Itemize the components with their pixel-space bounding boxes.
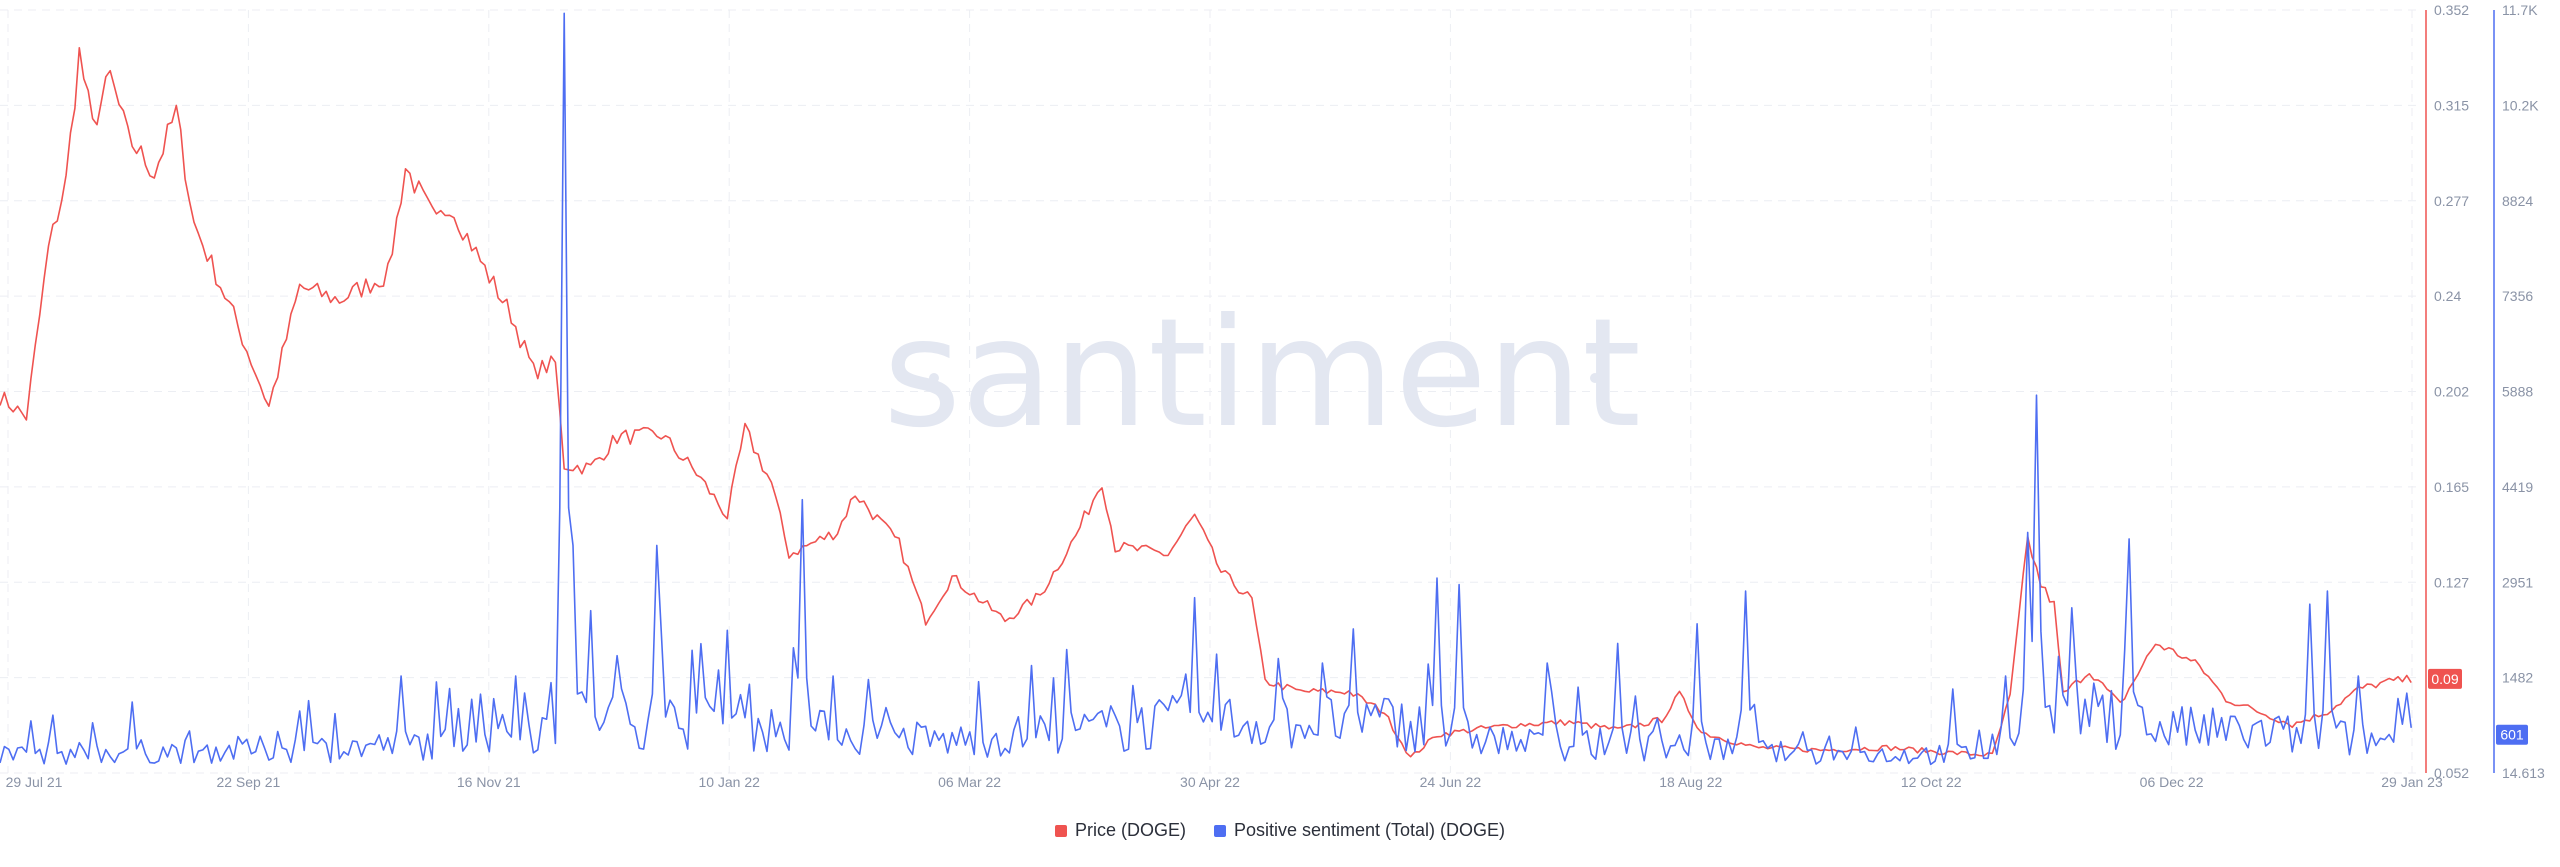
price-current-label: 0.09 [2431, 671, 2458, 687]
y-tick-label-sentiment: 14.613 [2502, 765, 2545, 781]
y-tick-label-sentiment: 2951 [2502, 574, 2533, 590]
x-tick-label: 22 Sep 21 [216, 774, 280, 790]
price-series-line [0, 46, 2412, 758]
x-tick-label: 06 Mar 22 [938, 774, 1001, 790]
x-tick-label: 29 Jan 23 [2381, 774, 2443, 790]
x-tick-label: 24 Jun 22 [1420, 774, 1482, 790]
legend-label-price: Price (DOGE) [1074, 820, 1186, 840]
x-tick-label: 12 Oct 22 [1901, 774, 1962, 790]
y-tick-label-sentiment: 1482 [2502, 670, 2533, 686]
y-tick-label-sentiment: 5888 [2502, 384, 2533, 400]
watermark-dot [929, 373, 939, 383]
legend-item-price[interactable]: Price (DOGE) [1054, 820, 1186, 841]
watermark-text: santiment [883, 287, 1641, 461]
y-tick-label-sentiment: 10.2K [2502, 97, 2539, 113]
x-tick-label: 30 Apr 22 [1180, 774, 1240, 790]
x-tick-label: 06 Dec 22 [2140, 774, 2204, 790]
x-tick-label: 29 Jul 21 [6, 774, 63, 790]
sentiment-current-badge [2496, 724, 2528, 745]
x-tick-label: 16 Nov 21 [457, 774, 521, 790]
y-tick-label-price: 0.352 [2434, 2, 2469, 18]
sentiment-current-label: 601 [2500, 727, 2524, 743]
y-tick-label-price: 0.202 [2434, 384, 2469, 400]
y-tick-label-price: 0.277 [2434, 193, 2469, 209]
chart-legend: Price (DOGE) Positive sentiment (Total) … [0, 820, 2560, 841]
y-tick-label-sentiment: 11.7K [2502, 2, 2538, 18]
x-tick-label: 10 Jan 22 [698, 774, 760, 790]
legend-label-sentiment: Positive sentiment (Total) (DOGE) [1233, 820, 1506, 840]
price-current-badge [2428, 668, 2462, 689]
y-tick-label-price: 0.165 [2434, 479, 2469, 495]
x-tick-label: 18 Aug 22 [1659, 774, 1722, 790]
y-tick-label-sentiment: 8824 [2502, 193, 2533, 209]
y-tick-label-price: 0.127 [2434, 574, 2469, 590]
legend-swatch-sentiment [1213, 824, 1226, 837]
y-tick-label-sentiment: 4419 [2502, 479, 2533, 495]
y-tick-label-sentiment: 7356 [2502, 288, 2533, 304]
watermark-dot [1590, 373, 1600, 383]
y-tick-label-price: 0.315 [2434, 97, 2469, 113]
y-tick-label-price: 0.052 [2434, 765, 2469, 781]
legend-item-sentiment[interactable]: Positive sentiment (Total) (DOGE) [1213, 820, 1506, 841]
sentiment-series-line [0, 12, 2412, 766]
legend-swatch-price [1054, 824, 1067, 837]
y-tick-label-price: 0.24 [2434, 288, 2461, 304]
